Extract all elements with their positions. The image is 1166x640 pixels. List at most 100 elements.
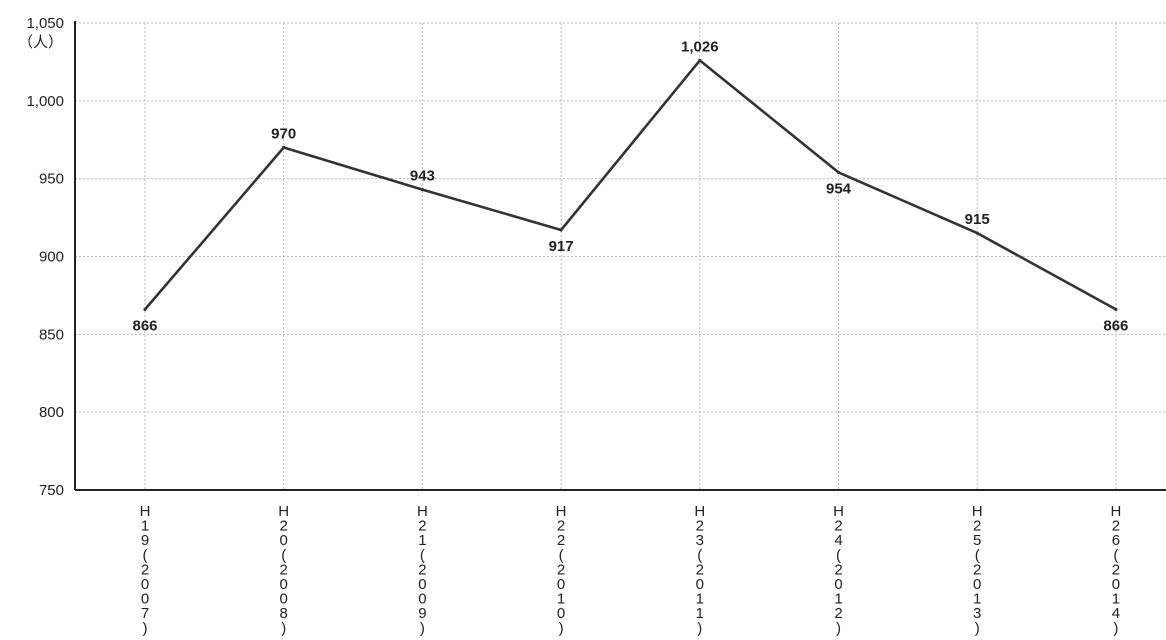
data-label: 866 xyxy=(132,317,157,334)
x-tick-char: ) xyxy=(1113,620,1118,637)
x-tick-label: H 2 5(2 0 1 3) xyxy=(972,503,983,637)
x-tick-char: 8 xyxy=(280,605,288,622)
x-tick-char: 0 xyxy=(557,576,565,593)
x-tick-char: 2 xyxy=(141,561,149,578)
x-tick-char: 1 xyxy=(141,518,149,535)
x-tick-label: H 2 3(2 0 1 1) xyxy=(694,503,705,637)
x-tick-char: 1 xyxy=(418,532,426,549)
x-tick-char: 0 xyxy=(141,576,149,593)
x-tick-char: 0 xyxy=(557,605,565,622)
x-tick-char: 1 xyxy=(1112,591,1120,608)
x-tick-char: 1 xyxy=(973,591,981,608)
x-tick-char: 1 xyxy=(834,591,842,608)
x-tick-char: 9 xyxy=(418,605,426,622)
x-tick-char: 2 xyxy=(1112,561,1120,578)
x-tick-char: 0 xyxy=(280,576,288,593)
x-tick-char: 4 xyxy=(834,532,842,549)
x-tick-char: ( xyxy=(836,547,841,564)
y-tick-label: 1,050 xyxy=(26,15,64,32)
x-tick-char: 0 xyxy=(973,576,981,593)
x-tick-char: ) xyxy=(420,620,425,637)
y-tick-label: 800 xyxy=(39,404,64,421)
data-label: 917 xyxy=(549,238,574,255)
data-label: 970 xyxy=(271,126,296,143)
data-point xyxy=(559,228,563,232)
x-tick-label: H 2 4(2 0 1 2) xyxy=(833,503,844,637)
x-tick-char: H xyxy=(417,503,428,520)
x-tick-label: H 2 2(2 0 1 0) xyxy=(556,503,567,637)
data-label: 943 xyxy=(410,168,435,185)
grid xyxy=(75,22,1166,490)
x-tick-label: H 2 0(2 0 0 8) xyxy=(278,503,289,637)
x-tick-char: 2 xyxy=(696,518,704,535)
x-tick-char: H xyxy=(972,503,983,520)
series xyxy=(143,58,1118,312)
x-tick-char: 0 xyxy=(418,576,426,593)
x-tick-char: H xyxy=(833,503,844,520)
x-tick-char: 1 xyxy=(557,591,565,608)
x-tick-char: 1 xyxy=(696,605,704,622)
y-unit-label: （人） xyxy=(18,34,63,51)
x-tick-char: 1 xyxy=(696,591,704,608)
x-tick-char: 0 xyxy=(141,591,149,608)
x-tick-char: 2 xyxy=(834,518,842,535)
x-tick-char: 0 xyxy=(280,591,288,608)
x-tick-char: ) xyxy=(559,620,564,637)
x-tick-char: ( xyxy=(420,547,425,564)
data-label: 954 xyxy=(826,180,852,197)
x-tick-char: 5 xyxy=(973,532,981,549)
data-labels: 866 970 943 917 1,026 954 915 866 xyxy=(132,38,1128,334)
x-tick-char: 2 xyxy=(834,605,842,622)
x-tick-char: ( xyxy=(975,547,980,564)
x-tick-char: 0 xyxy=(834,576,842,593)
x-tick-char: 2 xyxy=(557,532,565,549)
x-tick-char: 6 xyxy=(1112,532,1120,549)
x-tick-char: ( xyxy=(697,547,702,564)
x-tick-labels: H 1 9(2 0 0 7)H 2 0(2 0 0 8)H 2 1(2 0 0 9)H 2 2(2 0 1 0)H 2 3(… xyxy=(140,503,1122,637)
data-label: 915 xyxy=(965,211,990,228)
x-tick-char: 2 xyxy=(280,518,288,535)
x-tick-char: H xyxy=(140,503,151,520)
data-point xyxy=(143,307,147,312)
x-tick-char: H xyxy=(694,503,705,520)
x-tick-char: ) xyxy=(836,620,841,637)
axes xyxy=(74,21,1166,491)
x-tick-char: 0 xyxy=(696,576,704,593)
x-tick-char: 0 xyxy=(1112,576,1120,593)
x-tick-label: H 1 9(2 0 0 7) xyxy=(140,503,151,637)
data-point xyxy=(836,170,841,175)
x-tick-char: 2 xyxy=(557,561,565,578)
data-point xyxy=(1114,307,1118,312)
x-tick-label: H 2 6(2 0 1 4) xyxy=(1110,503,1121,637)
data-label: 1,026 xyxy=(681,38,719,55)
x-tick-char: 2 xyxy=(418,518,426,535)
y-tick-labels: 750 800 850 900 950 1,000 1,050 xyxy=(26,15,64,499)
x-tick-char: 7 xyxy=(141,605,149,622)
x-tick-char: ( xyxy=(1113,547,1118,564)
x-tick-char: ) xyxy=(281,620,286,637)
x-tick-char: 2 xyxy=(1112,518,1120,535)
y-tick-label: 750 xyxy=(39,482,64,499)
x-tick-char: 2 xyxy=(973,561,981,578)
x-tick-char: 9 xyxy=(141,532,149,549)
x-tick-char: 3 xyxy=(973,605,981,622)
x-tick-char: H xyxy=(278,503,289,520)
x-tick-char: 2 xyxy=(973,518,981,535)
x-tick-char: ) xyxy=(975,620,980,637)
data-point xyxy=(698,58,702,62)
y-tick-label: 850 xyxy=(39,326,64,343)
x-tick-char: 2 xyxy=(418,561,426,578)
x-tick-char: 3 xyxy=(696,532,704,549)
x-tick-char: 2 xyxy=(557,518,565,535)
x-tick-char: H xyxy=(1110,503,1121,520)
series-line xyxy=(144,58,1117,311)
y-tick-label: 900 xyxy=(39,249,64,266)
x-tick-char: 0 xyxy=(280,532,288,549)
y-tick-label: 1,000 xyxy=(26,93,64,110)
x-tick-char: 2 xyxy=(280,561,288,578)
data-point xyxy=(282,145,286,150)
x-tick-char: ) xyxy=(143,620,148,637)
data-label: 866 xyxy=(1103,317,1128,334)
x-tick-label: H 2 1(2 0 0 9) xyxy=(417,503,428,637)
